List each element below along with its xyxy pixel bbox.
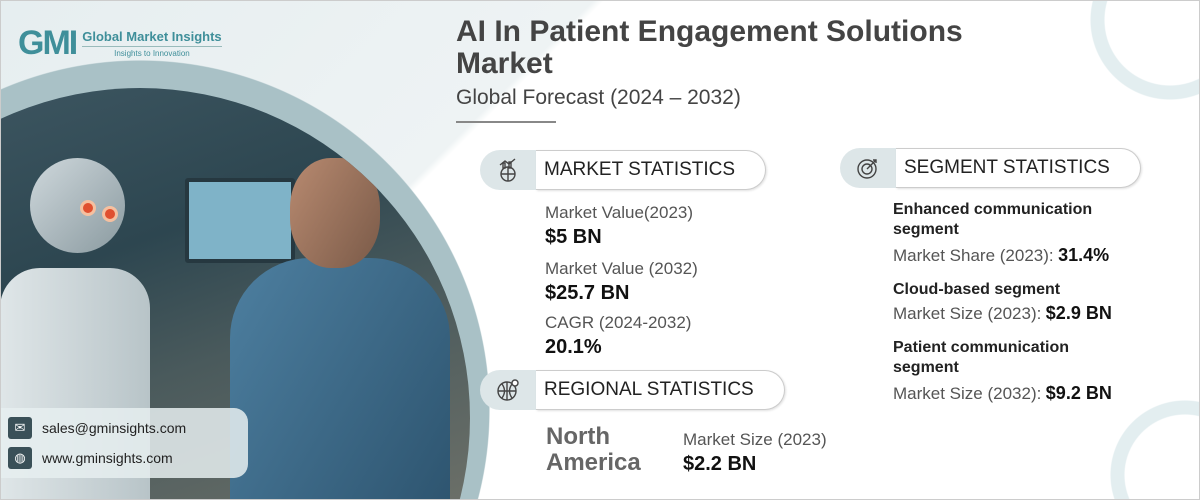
segment-name: Patient communication segment	[893, 339, 1070, 376]
stat-label: Market Share (2023):	[893, 246, 1054, 265]
market-statistics-header: MARKET STATISTICS	[480, 150, 767, 190]
regional-statistics-header: REGIONAL STATISTICS	[480, 370, 785, 410]
regional-statistics-heading: REGIONAL STATISTICS	[536, 370, 785, 410]
stat-value: 31.4%	[1058, 245, 1110, 265]
target-chart-icon	[840, 148, 896, 188]
stat-label: Market Size (2023)	[683, 430, 827, 449]
mail-icon: ✉	[8, 417, 32, 439]
stat-value: $2.2 BN	[683, 453, 757, 475]
robot-eye	[102, 206, 118, 222]
stat-value: $25.7 BN	[545, 282, 630, 304]
brand-tagline: Insights to Innovation	[114, 49, 190, 58]
stat-label: Market Value (2032)	[545, 259, 698, 278]
stat-label: Market Size (2032):	[893, 384, 1042, 403]
brand-name: Global Market Insights	[82, 29, 222, 47]
segment-statistics-heading: SEGMENT STATISTICS	[896, 148, 1141, 188]
globe-pin-icon	[480, 370, 536, 410]
divider	[456, 121, 556, 123]
segment-statistics-list: Enhanced communication segment Market Sh…	[893, 200, 1173, 406]
page-subtitle: Global Forecast (2024 – 2032)	[456, 86, 741, 109]
globe-icon: ◍	[8, 447, 32, 469]
stat-value: $5 BN	[545, 226, 602, 248]
logo-mark: GMI	[18, 24, 78, 62]
email-link[interactable]: sales@gminsights.com	[42, 420, 187, 436]
stat-value: $9.2 BN	[1045, 383, 1112, 403]
regional-stat: Market Size (2023) $2.2 BN	[683, 428, 827, 476]
stat-label: CAGR (2024-2032)	[545, 313, 692, 332]
chart-globe-icon	[480, 150, 536, 190]
market-statistics-list: Market Value(2023) $5 BN Market Value (2…	[545, 200, 698, 360]
patient-body	[230, 258, 450, 500]
segment-name: Enhanced communication segment	[893, 201, 1093, 238]
robot-eye	[80, 200, 96, 216]
stat-value: $2.9 BN	[1045, 303, 1112, 323]
website-link[interactable]: www.gminsights.com	[42, 450, 173, 466]
stat-label: Market Size (2023):	[893, 304, 1042, 323]
robot-head	[30, 158, 125, 253]
decorative-circle	[1100, 400, 1200, 500]
segment-name: Cloud-based segment	[893, 281, 1061, 298]
decorative-circle	[1090, 0, 1200, 100]
market-statistics-heading: MARKET STATISTICS	[536, 150, 767, 190]
page-title: AI In Patient Engagement Solutions Marke…	[456, 15, 963, 80]
contact-box: ✉ sales@gminsights.com ◍ www.gminsights.co…	[0, 408, 248, 478]
gmi-logo: GMI Global Market Insights Insights to I…	[18, 24, 222, 63]
monitor	[185, 178, 295, 263]
stat-value: 20.1%	[545, 336, 602, 358]
region-name: North America	[546, 423, 641, 476]
stat-label: Market Value(2023)	[545, 203, 694, 222]
segment-statistics-header: SEGMENT STATISTICS	[840, 148, 1141, 188]
